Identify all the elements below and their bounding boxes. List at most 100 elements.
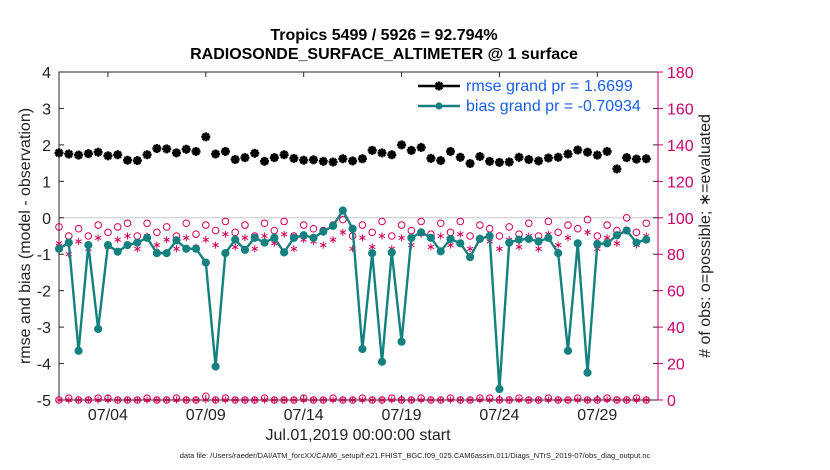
rmse-point [406,145,416,155]
count-evaluated-point [163,396,170,404]
rmse-point [436,156,446,166]
bias-point [64,238,73,247]
count-evaluated-point [457,230,464,238]
legend-rmse-marker [434,81,444,91]
count-evaluated-point [153,396,161,404]
rmse-point [592,150,602,160]
count-evaluated-point [457,396,464,404]
count-evaluated-point [339,228,347,236]
count-evaluated-point [603,396,611,404]
count-evaluated-point [584,228,591,236]
plot-area: -5-4-3-2-1012340204060801001201401601800… [37,65,694,424]
bias-point [221,249,230,258]
bias-point [534,237,543,246]
count-evaluated-point [466,396,474,404]
bias-point [622,226,631,235]
bias-point [583,368,592,377]
count-possible-point [260,219,269,228]
count-possible-point [74,224,83,233]
count-evaluated-point [633,396,640,404]
count-evaluated-point [182,396,190,404]
bias-point [417,228,426,237]
chart-title-line2: RADIOSONDE_SURFACE_ALTIMETER @ 1 surface [190,46,578,63]
y-right-tick-label: 60 [667,284,685,301]
rmse-point [123,155,133,165]
rmse-point [622,153,632,163]
rmse-point [338,154,348,164]
bias-point [348,224,357,233]
x-tick-label: 07/29 [577,407,617,424]
count-evaluated-point [134,396,141,404]
count-possible-point [466,232,474,240]
rmse-point [446,146,456,156]
count-possible-point [153,228,161,237]
count-possible-point [94,221,102,229]
count-evaluated-point [163,236,170,244]
count-evaluated-point [114,396,122,404]
rmse-point [103,151,113,161]
count-evaluated-point [642,396,650,404]
bias-point [280,248,289,257]
bias-point [299,231,308,240]
count-possible-point [202,221,210,229]
rmse-point [250,148,260,158]
bias-point [632,238,641,247]
count-evaluated-point [574,396,582,404]
count-evaluated-point [85,396,92,404]
count-evaluated-point [388,396,396,404]
data-file-footer: data file: /Users/raeder/DAI/ATM_forcXX/… [180,451,651,460]
rmse-point [475,152,485,162]
count-evaluated-point [613,396,621,404]
y-right-tick-label: 140 [667,138,694,155]
x-axis-label: Jul.01,2019 00:00:00 start [265,427,451,444]
count-evaluated-point [427,396,435,404]
count-evaluated-point [241,396,249,404]
bias-point [319,227,328,236]
y-left-tick-label: 2 [42,138,51,155]
bias-point [133,238,142,247]
bias-point [368,249,377,258]
count-possible-point [603,221,611,229]
count-possible-point [632,228,641,237]
count-evaluated-point [535,396,542,404]
rmse-point [357,154,367,164]
count-evaluated-point [466,245,474,253]
y-left-tick-label: -5 [37,393,51,410]
bias-point [270,233,279,242]
rmse-point [240,153,250,163]
count-possible-point [622,213,631,222]
rmse-point [328,157,338,167]
rmse-point [171,148,181,158]
count-evaluated-point [222,396,229,404]
bias-point [456,239,465,248]
count-possible-point [642,219,651,228]
bias-point [397,337,406,346]
count-evaluated-point [231,396,239,404]
rmse-point [465,158,475,168]
y-left-tick-label: -1 [37,247,51,264]
count-evaluated-point [623,396,630,404]
bias-point [113,247,122,256]
count-possible-point [270,226,279,235]
y-right-tick-label: 100 [667,211,694,228]
count-evaluated-point [319,396,327,404]
y-left-tick-label: -4 [37,357,51,374]
bias-point [612,231,621,240]
rmse-point [113,150,123,160]
bias-point [554,249,563,258]
count-possible-point [241,221,249,229]
bias-point [573,239,582,248]
count-possible-point [436,219,445,228]
count-evaluated-point [143,396,151,404]
bias-point [231,235,240,244]
y-axis-right-label: # of obs: o=possible; ∗=evaluated [697,114,714,358]
count-evaluated-point [173,396,180,404]
count-evaluated-point [271,396,278,404]
count-evaluated-point [398,396,405,404]
count-evaluated-point [192,396,200,404]
count-evaluated-point [496,245,503,253]
bias-point [603,239,612,248]
count-evaluated-point [310,396,317,404]
rmse-point [289,153,299,163]
count-evaluated-point [515,396,523,404]
